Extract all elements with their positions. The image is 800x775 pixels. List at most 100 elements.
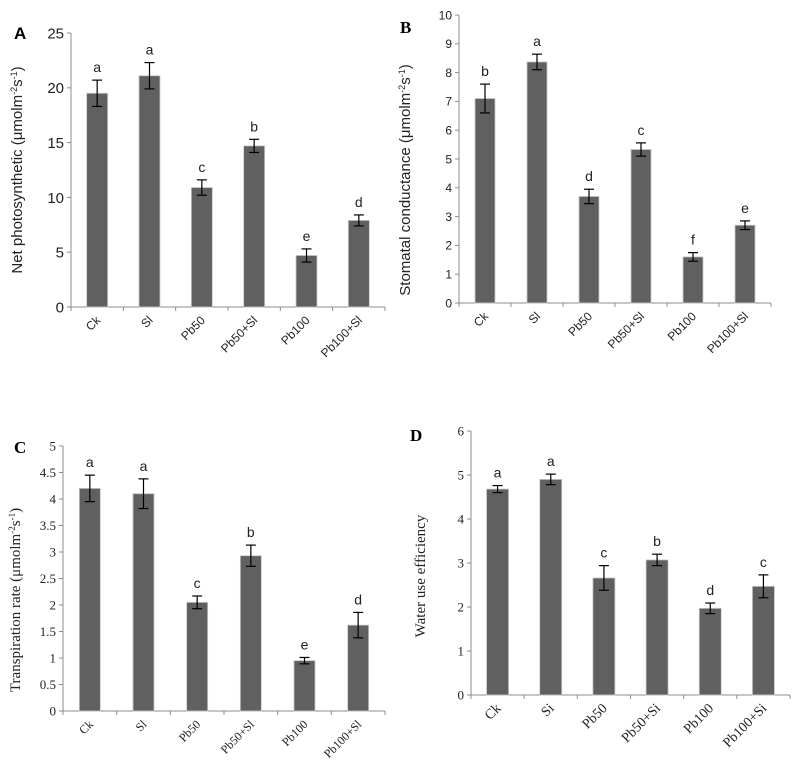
x-tick-label: Pb50+Sl: [218, 313, 260, 355]
x-tick-label: Pb100: [681, 701, 717, 737]
y-tick-label: 0: [445, 296, 452, 310]
significance-letter: d: [355, 194, 363, 210]
plot-area: 0 0.5 1 1.5 2 2.5 3 3.5 4 4.5 5 a Ck a Sl c Pb50 b Pb50+Sl…: [40, 439, 386, 761]
x-tick-label: Pb100: [279, 717, 311, 749]
y-axis-label-sup2: -1: [397, 69, 407, 77]
significance-letter: d: [585, 168, 593, 184]
bar-pb50-plus-sl: [630, 149, 652, 304]
y-axis-label: Stomatal conductance (μmolm-2s-1): [397, 64, 414, 295]
y-tick-label: 3: [458, 556, 465, 571]
y-axis-label-main: Stomatal conductance (μmolm: [397, 93, 414, 296]
x-tick-label: Ck: [76, 717, 96, 737]
panel-label: D: [410, 426, 422, 445]
panel-label: C: [14, 438, 26, 457]
y-tick-label: 10: [47, 190, 64, 207]
x-tick-label: Pb50: [580, 701, 611, 732]
y-tick-label: 3: [50, 545, 57, 560]
bar-pb50: [592, 577, 616, 696]
y-tick-label: 1: [458, 644, 465, 659]
x-tick-label: Si: [539, 701, 558, 720]
bar-pb50: [578, 196, 600, 304]
y-axis-label-main: Water use efficiency: [413, 514, 429, 637]
y-axis-label-mid: s: [8, 520, 24, 526]
y-axis-label-sup1: -2: [397, 85, 407, 93]
y-axis-label-sup1: -2: [9, 87, 19, 95]
significance-letter: c: [198, 159, 205, 175]
y-axis-label-end: ): [397, 64, 414, 69]
y-tick-label: 25: [47, 25, 64, 42]
plot-area: 0 5 10 15 20 25 a Ck a Sl c Pb50 b Pb50+Sl e Pb100 d Pb10…: [47, 25, 386, 360]
y-axis-label-end: ): [9, 66, 26, 71]
x-tick-label: Ck: [482, 701, 504, 723]
bar-pb100: [682, 256, 704, 304]
x-tick-label: Sl: [526, 309, 543, 326]
bar-pb100: [295, 255, 318, 308]
x-tick-label: Pb50+Si: [619, 701, 664, 746]
panel-b: B Stomatal conductance (μmolm-2s-1) 0 1 2 3…: [397, 8, 772, 356]
y-axis-label: Net photosynthetic (μmolm-2s-1): [9, 66, 26, 273]
significance-letter: d: [354, 591, 362, 607]
y-tick-label: 0: [50, 704, 57, 719]
y-axis-label: Transpiration rate (μmolm-2s-1): [7, 508, 24, 692]
panel-label: B: [400, 18, 411, 37]
x-tick-label: Pb50+Sl: [605, 309, 647, 351]
significance-letter: d: [706, 582, 714, 598]
y-tick-label: 0.5: [40, 677, 56, 692]
y-tick-label: 1.5: [40, 624, 56, 639]
significance-letter: b: [653, 533, 661, 549]
y-axis-label-end: ): [8, 508, 24, 513]
y-tick-label: 15: [47, 135, 64, 152]
x-tick-label: Pb50+Sl: [218, 717, 258, 757]
y-tick-label: 5: [50, 439, 57, 454]
y-axis-label-main: Transpiration rate (μmolm: [8, 533, 24, 692]
y-tick-label: 6: [445, 124, 452, 138]
x-tick-label: Pb50: [176, 717, 203, 744]
bar-pb50-plus-sl: [239, 555, 262, 712]
y-axis-label-sup1: -2: [7, 526, 17, 534]
panel-label: A: [14, 24, 26, 43]
y-tick-label: 3: [445, 210, 452, 224]
significance-letter: b: [247, 524, 255, 540]
y-tick-label: 9: [445, 37, 452, 51]
significance-letter: c: [760, 554, 767, 570]
significance-letter: b: [481, 63, 489, 79]
y-tick-label: 5: [56, 245, 64, 262]
x-tick-label: Pb100+Si: [720, 701, 770, 751]
y-tick-label: 0: [56, 299, 64, 316]
x-tick-label: Pb50: [565, 309, 595, 339]
y-tick-label: 5: [445, 152, 452, 166]
y-tick-label: 2.5: [40, 571, 56, 586]
y-tick-label: 0: [458, 688, 465, 703]
bar-pb100-plus-sl: [734, 224, 756, 304]
y-axis-label-sup2: -1: [7, 513, 17, 521]
significance-letter: e: [303, 228, 311, 244]
bar-ck: [78, 487, 101, 712]
significance-letter: b: [250, 118, 258, 134]
panel-c: C Transpiration rate (μmolm-2s-1) 0 0.5 1 1…: [7, 438, 386, 761]
x-tick-label: Ck: [471, 309, 492, 330]
y-tick-label: 5: [458, 468, 465, 483]
significance-letter: a: [140, 458, 148, 474]
x-tick-label: Sl: [138, 313, 155, 330]
x-tick-label: Pb100+Sl: [704, 309, 751, 356]
bar-ck: [474, 98, 496, 304]
bar-sl: [526, 61, 548, 304]
x-tick-label: Pb100: [665, 309, 700, 344]
bar-ck: [486, 488, 509, 696]
y-tick-label: 4: [458, 512, 465, 527]
bar-pb50: [186, 601, 209, 712]
significance-letter: f: [691, 232, 695, 248]
y-axis-label-main: Net photosynthetic (μmolm: [9, 95, 26, 274]
y-tick-label: 20: [47, 80, 64, 97]
x-tick-label: Pb100: [278, 313, 313, 348]
y-tick-label: 1: [50, 651, 57, 666]
significance-letter: a: [86, 454, 94, 470]
x-tick-label: Ck: [83, 313, 104, 334]
y-tick-label: 8: [445, 66, 452, 80]
y-tick-label: 6: [458, 424, 465, 439]
y-axis-label-mid: s: [397, 77, 414, 85]
y-tick-label: 2: [458, 600, 465, 615]
significance-letter: e: [301, 636, 309, 652]
y-axis-label-sup2: -1: [9, 71, 19, 79]
x-tick-label: Pb100+Sl: [321, 717, 365, 761]
